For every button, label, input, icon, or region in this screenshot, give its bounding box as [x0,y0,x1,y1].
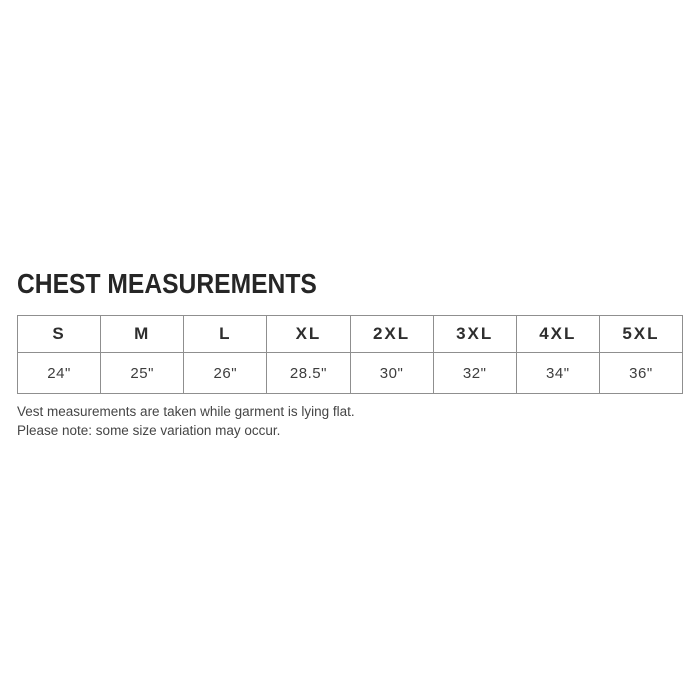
size-header-s: S [16,315,102,353]
size-header-5xl: 5XL [598,315,684,353]
measurement-row: 24" 25" 26" 28.5" 30" 32" 34" 36" [16,352,684,394]
measurement-s: 24" [16,352,102,394]
chest-measurements-table: S M L XL 2XL 3XL 4XL 5XL 24" 25" 26" 28.… [16,315,684,394]
size-header-l: L [183,315,268,353]
measurement-l: 26" [183,352,268,394]
measurement-4xl: 34" [515,352,600,394]
measurement-notes: Vest measurements are taken while garmen… [17,403,683,441]
size-header-4xl: 4XL [515,315,600,353]
size-header-3xl: 3XL [432,315,517,353]
size-header-row: S M L XL 2XL 3XL 4XL 5XL [16,315,684,353]
size-header-m: M [100,315,185,353]
size-header-2xl: 2XL [349,315,434,353]
measurement-xl: 28.5" [266,352,351,394]
note-line-2: Please note: some size variation may occ… [17,422,281,438]
measurement-5xl: 36" [598,352,684,394]
size-chart-content: CHEST MEASUREMENTS S M L XL 2XL 3XL 4XL … [16,268,684,441]
measurement-3xl: 32" [432,352,517,394]
size-header-xl: XL [266,315,351,353]
page-title: CHEST MEASUREMENTS [17,268,317,299]
measurement-m: 25" [100,352,185,394]
note-line-1: Vest measurements are taken while garmen… [17,404,355,419]
measurement-2xl: 30" [349,352,434,394]
